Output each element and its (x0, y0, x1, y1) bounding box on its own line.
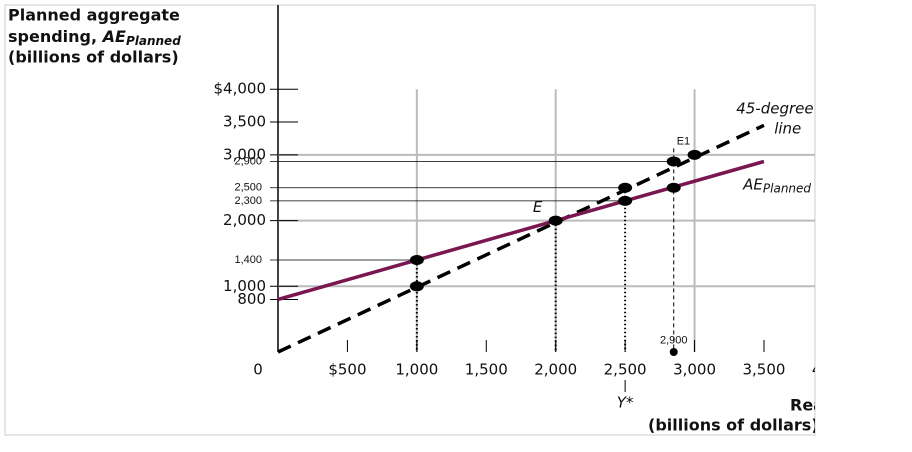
x-tick-label: 1,000 (395, 361, 438, 379)
series-label: line (774, 119, 801, 137)
point (669, 348, 678, 356)
x-tick-label: 1,500 (465, 361, 508, 379)
annotation: 2,900 (660, 335, 688, 347)
x-tick-label: 3,500 (742, 361, 785, 379)
point (687, 149, 702, 160)
series-line (277, 159, 765, 302)
series-label: Planned (763, 181, 812, 195)
annotation: E1 (677, 136, 690, 148)
series-line (277, 123, 765, 354)
point (666, 156, 681, 167)
x-tick-label: 4,000 (812, 361, 855, 379)
y-tick-label: 2,500 (234, 182, 262, 194)
x-label: Real GDP (790, 396, 873, 415)
series-label: AEPlanned (742, 175, 811, 195)
series-label: 45-degree (736, 99, 813, 117)
x-tick-label: $500 (328, 361, 366, 379)
y-tick-label: 3,500 (223, 113, 266, 131)
plot: Planned aggregate spending, AEPlanned (b… (8, 5, 873, 435)
x-tick-label: 2,000 (534, 361, 577, 379)
series-label: AE (742, 175, 763, 193)
y-tick-label: 3,000 (223, 145, 266, 163)
origin-label: 0 (253, 361, 263, 379)
point (409, 255, 424, 266)
annotation: E (533, 198, 543, 216)
y-label: (billions of dollars) (8, 48, 179, 67)
y-tick-label: 2,300 (234, 195, 262, 207)
point (618, 195, 633, 206)
y-tick-label: $4,000 (214, 80, 267, 98)
y-tick-label: 800 (237, 290, 266, 308)
point (548, 215, 563, 226)
ystar-label: Y* (617, 394, 634, 412)
y-label: Planned aggregate (8, 6, 180, 25)
point (618, 182, 633, 193)
y-tick-label: 2,900 (234, 155, 262, 167)
point (409, 281, 424, 292)
y-tick-label: 1,400 (234, 254, 262, 266)
y-label: spending, AEPlanned (8, 27, 181, 48)
x-label: (billions of dollars) (648, 416, 819, 435)
y-tick-label: 1,000 (223, 277, 266, 295)
point (666, 182, 681, 193)
y-tick-label: 2,000 (223, 211, 266, 229)
x-tick-label: 3,000 (673, 361, 716, 379)
x-tick-label: 2,500 (604, 361, 647, 379)
